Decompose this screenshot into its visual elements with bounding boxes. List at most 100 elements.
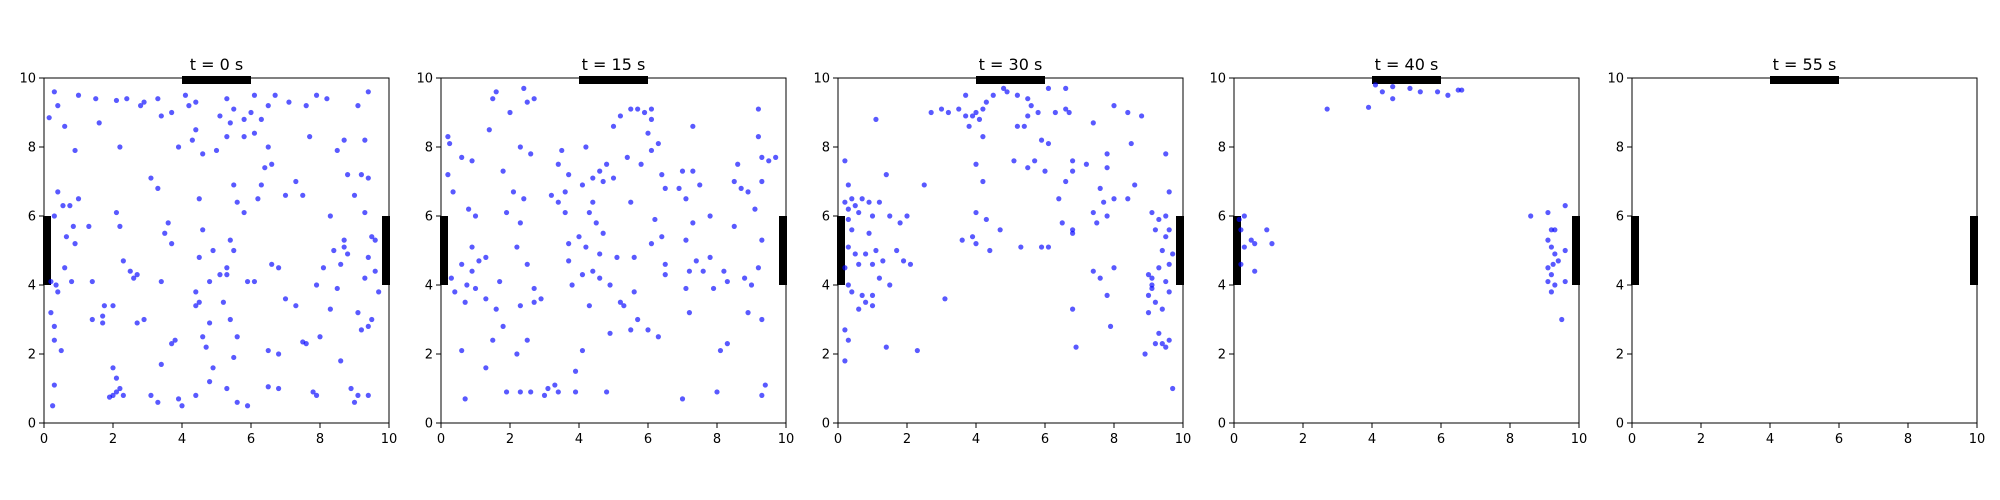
person-point	[175, 396, 182, 402]
person-point	[604, 389, 610, 395]
person-point	[845, 282, 851, 288]
person-point	[1241, 244, 1247, 250]
person-point	[231, 106, 237, 112]
person-point	[590, 199, 596, 205]
person-point	[46, 115, 52, 121]
person-point	[313, 92, 320, 98]
person-point	[106, 394, 113, 400]
person-point	[265, 347, 271, 354]
person-point	[100, 313, 106, 319]
exit-left	[1233, 216, 1241, 285]
person-point	[490, 96, 496, 102]
person-point	[338, 261, 344, 267]
y-tick-label: 4	[1218, 279, 1226, 294]
person-point	[597, 168, 603, 174]
person-point	[662, 272, 668, 278]
person-point	[207, 320, 213, 326]
person-point	[75, 92, 82, 98]
person-point	[500, 168, 506, 174]
person-point	[566, 258, 572, 264]
person-point	[973, 161, 979, 167]
person-point	[690, 168, 696, 174]
person-point	[327, 213, 333, 219]
person-point	[224, 96, 230, 102]
person-point	[548, 192, 555, 198]
person-point	[759, 392, 765, 398]
person-point	[900, 258, 907, 264]
person-point	[856, 261, 862, 267]
person-point	[244, 278, 251, 285]
panel-2: t = 15 s 0 2 4 6 8 10 0 2 4 6 8 10	[416, 55, 794, 447]
person-point	[1038, 137, 1045, 143]
person-point	[196, 254, 202, 260]
person-point	[1142, 351, 1148, 357]
person-point	[1562, 278, 1568, 285]
person-point	[365, 89, 371, 95]
y-tick-label: 0	[1218, 417, 1226, 432]
person-point	[234, 199, 240, 205]
person-point	[1132, 182, 1138, 188]
person-point	[1107, 323, 1114, 329]
person-point	[282, 296, 289, 302]
person-point	[1035, 109, 1041, 116]
person-point	[365, 392, 371, 398]
person-point	[852, 203, 858, 209]
y-tick-label: 4	[28, 279, 36, 294]
person-point	[1152, 341, 1158, 347]
person-point	[990, 92, 996, 98]
person-point	[148, 175, 154, 181]
person-point	[327, 306, 333, 312]
person-point	[590, 268, 596, 274]
exit-right	[1970, 216, 1978, 285]
person-point	[607, 282, 613, 288]
person-point	[869, 303, 876, 309]
exit-left	[837, 216, 845, 285]
person-point	[1269, 241, 1275, 247]
exit-left	[1631, 216, 1639, 285]
person-point	[1390, 96, 1396, 102]
person-point	[983, 216, 989, 223]
person-point	[1063, 106, 1069, 112]
person-point	[1149, 285, 1155, 292]
person-point	[55, 289, 61, 295]
person-point	[1156, 330, 1162, 336]
person-point	[731, 178, 737, 185]
person-point	[1001, 85, 1007, 91]
person-point	[528, 151, 534, 157]
person-point	[842, 158, 848, 164]
person-point	[1445, 92, 1451, 98]
person-point	[1545, 209, 1551, 216]
person-point	[1059, 220, 1065, 226]
person-point	[1545, 237, 1551, 243]
person-point	[1552, 251, 1558, 257]
person-point	[1238, 261, 1244, 267]
person-point	[231, 247, 237, 254]
person-point	[531, 299, 537, 305]
person-point	[155, 96, 161, 102]
person-point	[1149, 275, 1155, 281]
person-point	[1170, 251, 1176, 257]
y-tick-label: 8	[1218, 141, 1226, 156]
person-point	[679, 168, 686, 174]
person-point	[1145, 310, 1152, 316]
person-point	[224, 272, 230, 278]
exit-top	[1770, 76, 1839, 84]
person-point	[610, 175, 617, 181]
person-point	[320, 265, 327, 271]
person-point	[189, 137, 195, 143]
person-point	[193, 99, 199, 105]
person-point	[182, 92, 189, 98]
y-tick-label: 4	[822, 279, 830, 294]
person-point	[113, 389, 120, 395]
person-point	[1241, 213, 1247, 219]
person-point	[755, 106, 762, 112]
person-point	[1111, 103, 1117, 109]
x-tick-label: 6	[247, 432, 255, 447]
person-point	[1149, 209, 1155, 216]
person-point	[124, 96, 130, 102]
y-tick-label: 2	[1218, 348, 1226, 363]
person-point	[1111, 265, 1117, 271]
person-point	[86, 223, 92, 229]
person-point	[541, 392, 548, 398]
person-point	[490, 337, 496, 343]
